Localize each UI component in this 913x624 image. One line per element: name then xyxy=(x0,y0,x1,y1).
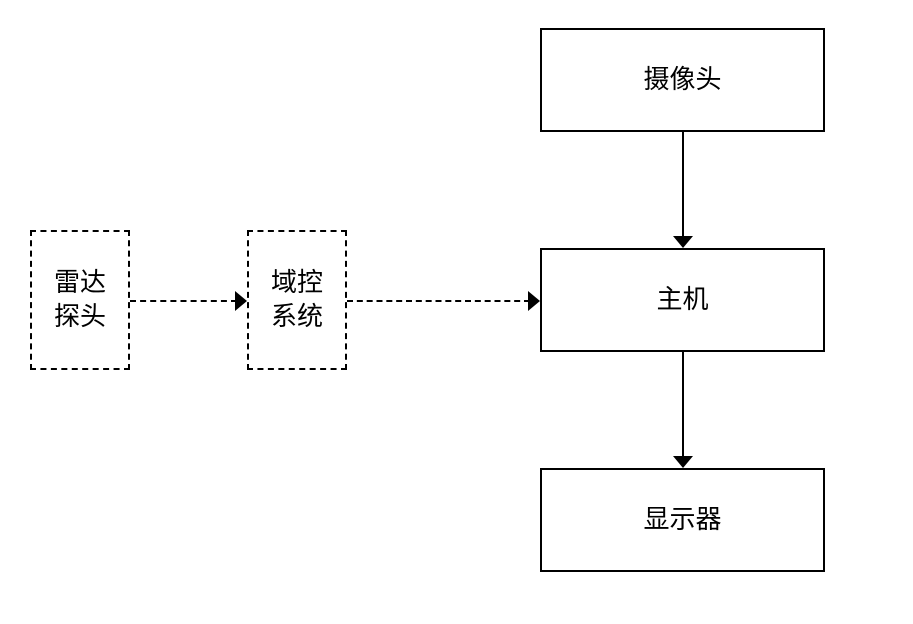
node-host: 主机 xyxy=(540,248,825,352)
node-domain: 域控 系统 xyxy=(247,230,347,370)
node-label-display: 显示器 xyxy=(643,503,721,537)
edge-radar-to-domain xyxy=(130,300,237,302)
node-radar: 雷达 探头 xyxy=(30,230,130,370)
node-label-domain: 域控 系统 xyxy=(271,266,323,334)
node-display: 显示器 xyxy=(540,468,825,572)
node-label-radar: 雷达 探头 xyxy=(54,266,106,334)
arrowhead-domain-to-host xyxy=(528,291,540,311)
node-label-host: 主机 xyxy=(656,283,708,317)
edge-host-to-display xyxy=(682,352,684,458)
arrowhead-camera-to-host xyxy=(673,236,693,248)
node-camera: 摄像头 xyxy=(540,28,825,132)
arrowhead-host-to-display xyxy=(673,456,693,468)
node-label-camera: 摄像头 xyxy=(643,63,721,97)
arrowhead-radar-to-domain xyxy=(235,291,247,311)
edge-camera-to-host xyxy=(682,132,684,238)
edge-domain-to-host xyxy=(347,300,530,302)
